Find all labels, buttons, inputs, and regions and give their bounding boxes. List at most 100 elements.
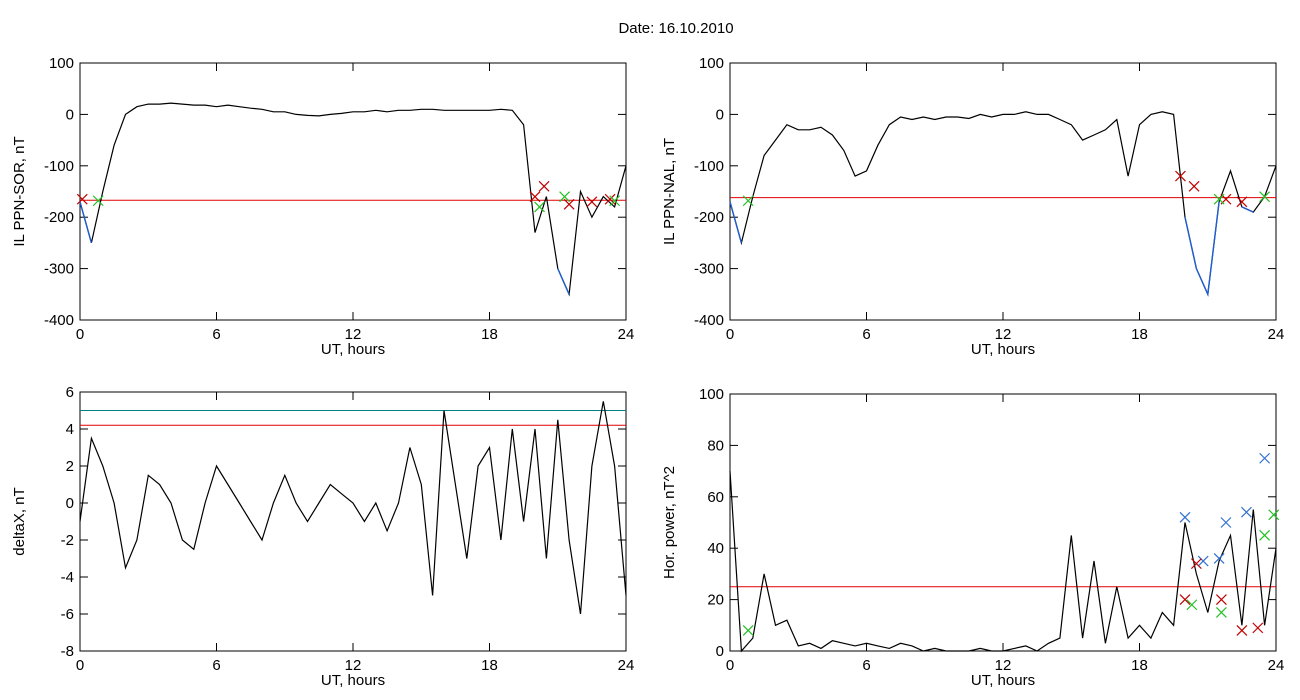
event-marker: [1186, 599, 1198, 611]
y-tick-label: -300: [44, 261, 74, 278]
y-axis-label: IL PPN-NAL, nT: [661, 138, 678, 245]
below-threshold-line: [729, 201, 743, 244]
x-tick-label: 0: [76, 326, 84, 343]
y-tick-label: -300: [694, 261, 724, 278]
y-tick-label: -4: [61, 569, 74, 586]
event-marker: [1175, 170, 1186, 182]
event-marker: [1259, 529, 1271, 541]
event-marker: [76, 193, 88, 205]
x-axis-label: UT, hours: [971, 341, 1035, 358]
event-marker: [1188, 180, 1200, 192]
x-tick-label: 12: [345, 326, 362, 343]
x-axis-label: UT, hours: [321, 672, 385, 689]
y-tick-label: -400: [44, 312, 74, 329]
plot-frame: [729, 62, 1277, 321]
y-tick-label: 0: [66, 106, 74, 123]
y-axis-label: Hor. power, nT^2: [661, 466, 678, 579]
y-tick-label: 100: [699, 386, 724, 403]
event-marker: [609, 195, 621, 207]
x-tick-label: 18: [481, 326, 498, 343]
event-marker: [529, 191, 541, 203]
y-tick-label: -200: [694, 209, 724, 226]
y-tick-label: 100: [699, 55, 724, 72]
event-marker: [563, 198, 575, 210]
y-axis-label: IL PPN-SOR, nT: [11, 136, 28, 246]
event-marker: [1215, 607, 1227, 618]
y-tick-label: 60: [707, 489, 724, 506]
y-tick-label: 100: [49, 55, 74, 72]
plot-frame: [729, 393, 1277, 652]
x-tick-label: 0: [76, 657, 84, 674]
event-marker: [1252, 622, 1264, 634]
event-marker: [742, 625, 754, 636]
data-line: [79, 102, 627, 297]
y-tick-label: -2: [61, 532, 74, 549]
event-marker: [1179, 511, 1191, 523]
event-marker: [1220, 517, 1232, 528]
y-tick-label: -400: [694, 312, 724, 329]
x-tick-label: 24: [618, 657, 635, 674]
x-tick-label: 6: [212, 326, 220, 343]
x-tick-label: 6: [862, 657, 870, 674]
x-tick-label: 18: [1131, 326, 1148, 343]
figure-title: Date: 16.10.2010: [618, 20, 733, 37]
event-marker: [1215, 594, 1227, 606]
event-marker: [1259, 452, 1271, 464]
event-marker: [1236, 625, 1248, 636]
event-marker: [92, 195, 104, 207]
x-tick-label: 6: [212, 657, 220, 674]
event-marker: [742, 195, 754, 207]
x-axis-label: UT, hours: [321, 341, 385, 358]
event-marker: [1268, 509, 1280, 521]
data-line: [729, 471, 1277, 653]
y-tick-label: -100: [44, 158, 74, 175]
event-marker: [1190, 558, 1202, 570]
plot-frame: [79, 62, 627, 321]
y-tick-label: 6: [66, 384, 74, 401]
x-tick-label: 12: [995, 657, 1012, 674]
y-tick-label: -200: [44, 209, 74, 226]
event-marker: [534, 201, 545, 213]
x-tick-label: 24: [1268, 326, 1285, 343]
event-marker: [1179, 594, 1191, 606]
y-tick-label: 40: [707, 540, 724, 557]
x-tick-label: 24: [1268, 657, 1285, 674]
y-tick-label: 2: [66, 458, 74, 475]
y-tick-label: -8: [61, 643, 74, 660]
x-tick-label: 18: [1131, 657, 1148, 674]
x-tick-label: 18: [481, 657, 498, 674]
below-threshold-line: [1241, 206, 1254, 213]
x-tick-label: 6: [862, 326, 870, 343]
x-tick-label: 12: [995, 326, 1012, 343]
event-marker: [538, 180, 550, 192]
below-threshold-line: [1184, 201, 1220, 297]
y-tick-label: 20: [707, 592, 724, 609]
y-tick-label: 0: [66, 495, 74, 512]
below-threshold-line: [79, 201, 93, 244]
x-tick-label: 0: [726, 657, 734, 674]
event-marker: [1259, 191, 1271, 203]
y-axis-label: deltaX, nT: [11, 487, 28, 555]
data-line: [729, 111, 1277, 297]
y-tick-label: 80: [707, 437, 724, 454]
event-marker: [1213, 193, 1225, 205]
event-marker: [1236, 196, 1248, 208]
event-marker: [1213, 553, 1225, 564]
x-tick-label: 0: [726, 326, 734, 343]
y-tick-label: -100: [694, 158, 724, 175]
below-threshold-line: [557, 268, 570, 295]
event-marker: [586, 196, 598, 208]
x-axis-label: UT, hours: [971, 672, 1035, 689]
data-line: [79, 401, 627, 615]
event-marker: [559, 191, 570, 203]
x-tick-label: 24: [618, 326, 635, 343]
event-marker: [1197, 555, 1209, 567]
y-tick-label: 0: [716, 106, 724, 123]
plot-frame: [79, 391, 627, 652]
y-tick-label: 0: [716, 643, 724, 660]
event-marker: [1241, 506, 1252, 518]
x-tick-label: 12: [345, 657, 362, 674]
y-tick-label: 4: [66, 421, 74, 438]
y-tick-label: -6: [61, 606, 74, 623]
